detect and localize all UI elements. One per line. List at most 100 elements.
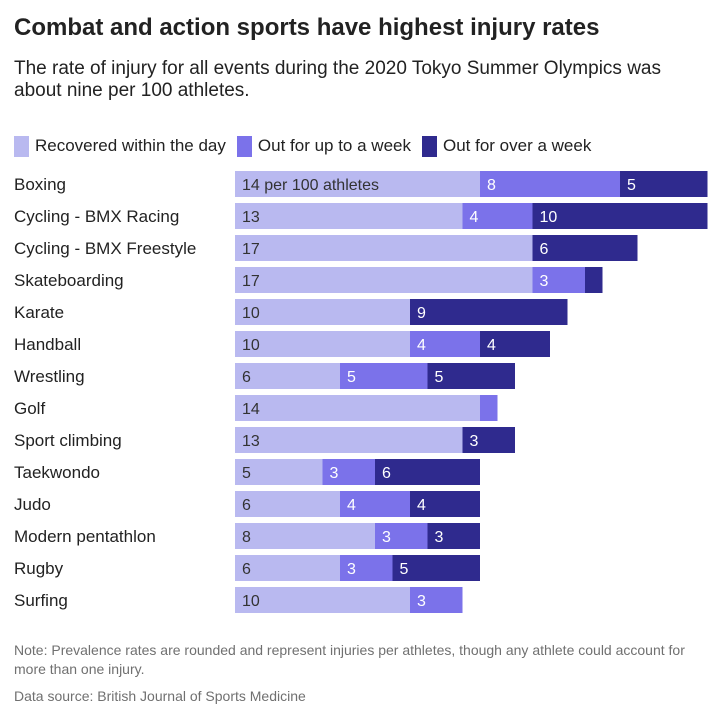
category-label: Modern pentathlon — [14, 527, 156, 546]
category-label: Rugby — [14, 559, 64, 578]
data-label: 6 — [242, 561, 251, 578]
legend-swatch-over-week — [421, 135, 437, 157]
bar-segment-over-week — [532, 235, 638, 261]
legend-item-recovered: Recovered within the day — [14, 135, 226, 157]
data-label: 5 — [347, 369, 356, 386]
bar-segment-week — [340, 363, 428, 389]
bar-segment-week — [480, 171, 620, 197]
bar-segment-recovered — [235, 171, 480, 197]
data-label: 9 — [417, 305, 426, 322]
bar-segment-over-week — [410, 299, 568, 325]
category-label: Karate — [14, 303, 65, 322]
legend: Recovered within the day Out for up to a… — [14, 134, 602, 158]
bar-segment-over-week — [620, 171, 708, 197]
bar-segment-recovered — [235, 491, 340, 517]
data-label: 6 — [242, 369, 251, 386]
chart-title: Combat and action sports have highest in… — [14, 14, 600, 41]
bar-segment-week — [340, 491, 410, 517]
data-label: 14 per 100 athletes — [242, 177, 379, 194]
data-label: 3 — [330, 465, 339, 482]
bar-segment-over-week — [427, 523, 480, 549]
footnote: Note: Prevalence rates are rounded and r… — [14, 642, 685, 677]
bar-segment-recovered — [235, 427, 463, 453]
bar-segment-week — [532, 267, 585, 293]
data-label: 4 — [417, 337, 426, 354]
data-label: 10 — [242, 305, 260, 322]
data-source: Data source: British Journal of Sports M… — [14, 688, 306, 704]
bar-segment-recovered — [235, 331, 410, 357]
legend-label-over-week: Out for over a week — [442, 136, 592, 155]
data-label: 3 — [382, 529, 391, 546]
bar-segment-recovered — [235, 395, 480, 421]
legend-label-week: Out for up to a week — [257, 136, 411, 155]
bar-segment-recovered — [235, 459, 323, 485]
bar-segment-week — [375, 523, 428, 549]
legend-swatch-week — [236, 135, 252, 157]
category-label: Wrestling — [14, 367, 85, 386]
chart-subtitle: The rate of injury for all events during… — [14, 58, 661, 101]
data-label: 3 — [347, 561, 356, 578]
data-label: 4 — [417, 497, 426, 514]
data-label: 5 — [435, 369, 444, 386]
legend-item-week: Out for up to a week — [236, 135, 411, 157]
bar-chart: 14 per 100 athletes 8 5 13 4 10 17 6 17 3 10 9 10 4 4 6… — [235, 171, 708, 613]
data-label: 6 — [382, 465, 391, 482]
bar-segment-week — [480, 395, 498, 421]
bar-segment-week — [410, 331, 480, 357]
data-label: 10 — [540, 209, 558, 226]
data-label: 3 — [470, 433, 479, 450]
data-label: 8 — [487, 177, 496, 194]
bar-segment-over-week — [462, 427, 515, 453]
category-label: Skateboarding — [14, 271, 124, 290]
legend-label-recovered: Recovered within the day — [35, 136, 226, 155]
bar-segment-over-week — [532, 203, 708, 229]
data-label: 5 — [400, 561, 409, 578]
bar-segment-over-week — [375, 459, 480, 485]
bar-segment-recovered — [235, 523, 375, 549]
category-label: Cycling - BMX Freestyle — [14, 239, 197, 258]
bar-segment-over-week — [410, 491, 480, 517]
data-label: 6 — [540, 241, 549, 258]
legend-swatch-recovered — [14, 135, 29, 157]
data-label: 3 — [417, 593, 426, 610]
data-label: 17 — [242, 273, 260, 290]
data-label: 4 — [470, 209, 479, 226]
bar-segment-over-week — [585, 267, 603, 293]
bar-segment-recovered — [235, 587, 410, 613]
bar-segment-over-week — [480, 331, 550, 357]
bar-segment-week — [340, 555, 393, 581]
data-label: 4 — [347, 497, 356, 514]
bar-segment-recovered — [235, 235, 533, 261]
bar-segment-over-week — [427, 363, 515, 389]
bar-segment-recovered — [235, 299, 410, 325]
category-label: Cycling - BMX Racing — [14, 207, 180, 226]
bar-segment-recovered — [235, 203, 463, 229]
bar-segment-week — [322, 459, 375, 485]
data-label: 10 — [242, 337, 260, 354]
bar-segment-recovered — [235, 555, 340, 581]
category-label: Surfing — [14, 591, 68, 610]
data-label: 17 — [242, 241, 260, 258]
data-label: 6 — [242, 497, 251, 514]
category-label: Golf — [14, 399, 46, 418]
category-label: Boxing — [14, 175, 66, 194]
data-label: 3 — [540, 273, 549, 290]
category-label: Taekwondo — [14, 463, 101, 482]
data-label: 5 — [242, 465, 251, 482]
data-label: 10 — [242, 593, 260, 610]
category-label: Sport climbing — [14, 431, 122, 450]
bar-segment-week — [462, 203, 533, 229]
bar-segment-week — [410, 587, 463, 613]
category-label: Judo — [14, 495, 51, 514]
data-label: 5 — [627, 177, 636, 194]
data-label: 14 — [242, 401, 260, 418]
category-label: Handball — [14, 335, 82, 354]
bar-segment-recovered — [235, 363, 340, 389]
legend-item-over-week: Out for over a week — [421, 135, 592, 157]
bar-segment-over-week — [392, 555, 480, 581]
data-label: 4 — [487, 337, 496, 354]
bar-segment-recovered — [235, 267, 533, 293]
data-label: 3 — [435, 529, 444, 546]
data-label: 13 — [242, 433, 260, 450]
data-label: 13 — [242, 209, 260, 226]
